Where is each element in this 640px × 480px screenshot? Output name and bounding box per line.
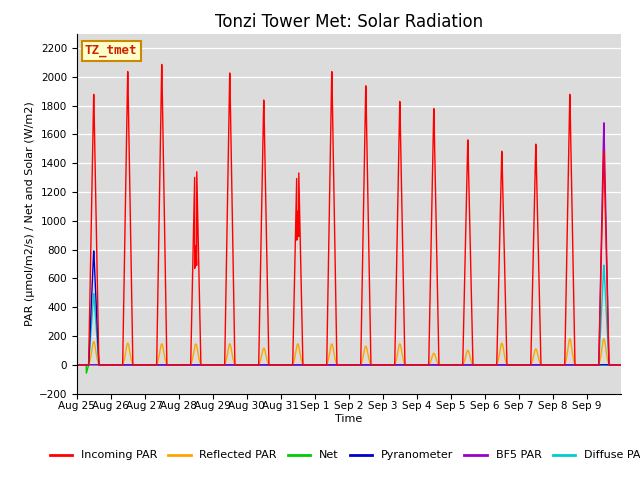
Reflected PAR [186,362,193,368]
BF5 PAR [617,362,625,368]
Incoming PAR [369,362,377,368]
Line: Reflected PAR: Reflected PAR [77,339,621,365]
Reflected PAR [398,350,406,356]
BF5 PAR [525,362,532,368]
Pyranometer [186,362,193,368]
Diffuse PAR [186,362,193,368]
BF5 PAR [498,362,506,368]
Net [398,362,406,368]
Incoming PAR [539,362,547,368]
BF5 PAR [186,362,193,368]
Line: Pyranometer: Pyranometer [77,251,621,365]
Line: Net: Net [77,365,621,373]
Diffuse PAR [498,362,506,368]
BF5 PAR [398,362,406,368]
Text: TZ_tmet: TZ_tmet [85,44,138,58]
Net [369,362,377,368]
Line: Diffuse PAR: Diffuse PAR [77,265,621,365]
Diffuse PAR [525,362,532,368]
Net [186,362,193,368]
Reflected PAR [566,336,573,342]
Pyranometer [539,362,547,368]
Reflected PAR [498,340,506,346]
Line: Incoming PAR: Incoming PAR [77,64,621,365]
BF5 PAR [539,362,547,368]
Diffuse PAR [600,262,607,268]
Reflected PAR [369,362,377,368]
Diffuse PAR [617,362,625,368]
Incoming PAR [617,362,625,368]
Incoming PAR [186,362,193,368]
Diffuse PAR [369,362,377,368]
Reflected PAR [539,362,547,368]
Net [525,362,532,368]
Incoming PAR [398,216,406,222]
Pyranometer [369,362,377,368]
Net [617,362,625,368]
Incoming PAR [73,362,81,368]
Reflected PAR [617,362,625,368]
X-axis label: Time: Time [335,414,362,424]
Pyranometer [617,362,625,368]
BF5 PAR [369,362,377,368]
Pyranometer [498,362,506,368]
Legend: Incoming PAR, Reflected PAR, Net, Pyranometer, BF5 PAR, Diffuse PAR: Incoming PAR, Reflected PAR, Net, Pyrano… [45,446,640,465]
Diffuse PAR [73,362,81,368]
Pyranometer [73,362,81,368]
Title: Tonzi Tower Met: Solar Radiation: Tonzi Tower Met: Solar Radiation [215,12,483,31]
Net [539,362,547,368]
Reflected PAR [73,362,81,368]
BF5 PAR [600,120,607,126]
Line: BF5 PAR: BF5 PAR [77,123,621,365]
Pyranometer [90,248,97,254]
Net [83,370,90,376]
Pyranometer [525,362,532,368]
BF5 PAR [73,362,81,368]
Pyranometer [398,362,406,368]
Diffuse PAR [539,362,547,368]
Reflected PAR [525,362,532,368]
Incoming PAR [498,154,506,159]
Net [73,362,81,368]
Net [498,362,506,368]
Incoming PAR [158,61,166,67]
Incoming PAR [525,362,532,368]
Y-axis label: PAR (μmol/m2/s) / Net and Solar (W/m2): PAR (μmol/m2/s) / Net and Solar (W/m2) [24,101,35,326]
Diffuse PAR [398,362,406,368]
